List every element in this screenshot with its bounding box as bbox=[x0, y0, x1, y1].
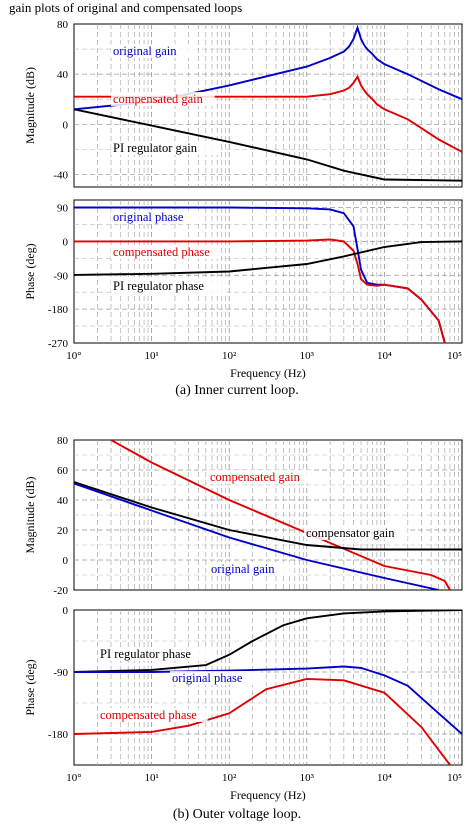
panel-caption: (a) Inner current loop. bbox=[175, 383, 299, 398]
series-label: original gain bbox=[113, 44, 177, 58]
y-tick-label: -180 bbox=[48, 304, 69, 316]
y-tick-label: 80 bbox=[57, 435, 69, 447]
y-tick-label: -40 bbox=[53, 169, 68, 181]
series-line bbox=[74, 24, 462, 111]
x-tick-label: 10° bbox=[66, 350, 81, 362]
series-label-bg bbox=[304, 526, 408, 540]
y-tick-label: 0 bbox=[63, 119, 69, 131]
x-tick-label: 10³ bbox=[300, 772, 315, 784]
series-label-bg bbox=[111, 245, 221, 259]
series-label: original gain bbox=[211, 562, 275, 576]
series-label-bg bbox=[111, 44, 197, 58]
series-label-bg bbox=[111, 92, 215, 106]
series-line bbox=[74, 108, 462, 182]
x-tick-label: 10⁵ bbox=[447, 350, 462, 362]
series-label: compensator gain bbox=[306, 526, 395, 540]
chart-b1: 80 60 40 20 0 -20 Magnitude (dB) compensated ga… bbox=[23, 435, 463, 597]
series-label: PI regulator phase bbox=[100, 647, 191, 661]
x-tick-label: 10² bbox=[222, 350, 237, 362]
series-line bbox=[74, 610, 462, 673]
y-tick-label: -90 bbox=[53, 667, 68, 679]
charts-group: 80 40 0 -40 Magnitude (dB) original gain compe… bbox=[23, 19, 463, 822]
chart-b2: 0 -90 -180 Phase (deg) 10° 10¹ 10² 10³ 10⁴ 10⁵ Fre… bbox=[23, 605, 463, 822]
series-label-bg bbox=[170, 671, 262, 685]
y-axis-label: Phase (deg) bbox=[23, 243, 37, 299]
series-label-bg bbox=[111, 210, 203, 224]
series-line bbox=[110, 440, 451, 590]
plot-frame bbox=[73, 609, 463, 766]
series-label: original phase bbox=[172, 671, 243, 685]
x-tick-label: 10° bbox=[66, 772, 81, 784]
series-label-bg bbox=[208, 470, 312, 484]
series-line bbox=[74, 238, 446, 343]
panel-caption: (b) Outer voltage loop. bbox=[173, 807, 301, 822]
series-label: PI regulator phase bbox=[113, 279, 204, 293]
series-label: compensated phase bbox=[100, 708, 197, 722]
chart-a1: 80 40 0 -40 Magnitude (dB) original gain compe… bbox=[23, 19, 463, 188]
series-label: compensated gain bbox=[113, 92, 204, 106]
series-label: compensated phase bbox=[113, 245, 210, 259]
series-line bbox=[74, 481, 462, 551]
series-label: compensated gain bbox=[210, 470, 301, 484]
y-tick-label: 20 bbox=[57, 525, 69, 537]
series-line bbox=[74, 482, 439, 590]
x-axis-label: Frequency (Hz) bbox=[230, 366, 306, 380]
x-tick-label: 10¹ bbox=[144, 350, 158, 362]
x-tick-label: 10⁵ bbox=[447, 772, 462, 784]
y-tick-label: 90 bbox=[57, 203, 69, 215]
y-axis-label: Magnitude (dB) bbox=[23, 67, 37, 144]
series-label-bg bbox=[98, 647, 214, 661]
y-tick-label: 40 bbox=[57, 495, 69, 507]
y-axis-label: Magnitude (dB) bbox=[23, 477, 37, 554]
x-axis-label: Frequency (Hz) bbox=[230, 788, 306, 802]
y-tick-label: 0 bbox=[63, 236, 69, 248]
x-tick-label: 10¹ bbox=[144, 772, 158, 784]
y-tick-label: 0 bbox=[63, 555, 69, 567]
chart-a2: 90 0 -90 -180 -270 Phase (deg) 10° 10¹ 10² 10³ 10⁴… bbox=[23, 199, 463, 398]
series-label-bg bbox=[111, 141, 221, 155]
y-tick-label: 40 bbox=[57, 69, 69, 81]
x-tick-label: 10² bbox=[222, 772, 237, 784]
y-axis-label: Phase (deg) bbox=[23, 659, 37, 715]
y-tick-label: -270 bbox=[48, 338, 69, 350]
y-tick-label: -90 bbox=[53, 270, 68, 282]
header-text: gain plots of original and compensated l… bbox=[9, 0, 242, 15]
series-label-bg bbox=[209, 562, 295, 576]
series-label: original phase bbox=[113, 210, 184, 224]
x-tick-label: 10³ bbox=[300, 350, 315, 362]
y-tick-label: 0 bbox=[63, 605, 69, 617]
x-tick-label: 10⁴ bbox=[377, 772, 392, 784]
series-label-bg bbox=[111, 279, 227, 293]
y-tick-label: -180 bbox=[48, 729, 69, 741]
x-tick-label: 10⁴ bbox=[377, 350, 392, 362]
y-tick-label: 80 bbox=[57, 19, 69, 31]
series-label-bg bbox=[98, 708, 208, 722]
y-tick-label: 60 bbox=[57, 465, 69, 477]
series-line bbox=[74, 240, 462, 276]
series-line bbox=[74, 677, 451, 765]
y-tick-label: -20 bbox=[53, 585, 68, 597]
series-label: PI regulator gain bbox=[113, 141, 198, 155]
series-line bbox=[74, 74, 462, 153]
